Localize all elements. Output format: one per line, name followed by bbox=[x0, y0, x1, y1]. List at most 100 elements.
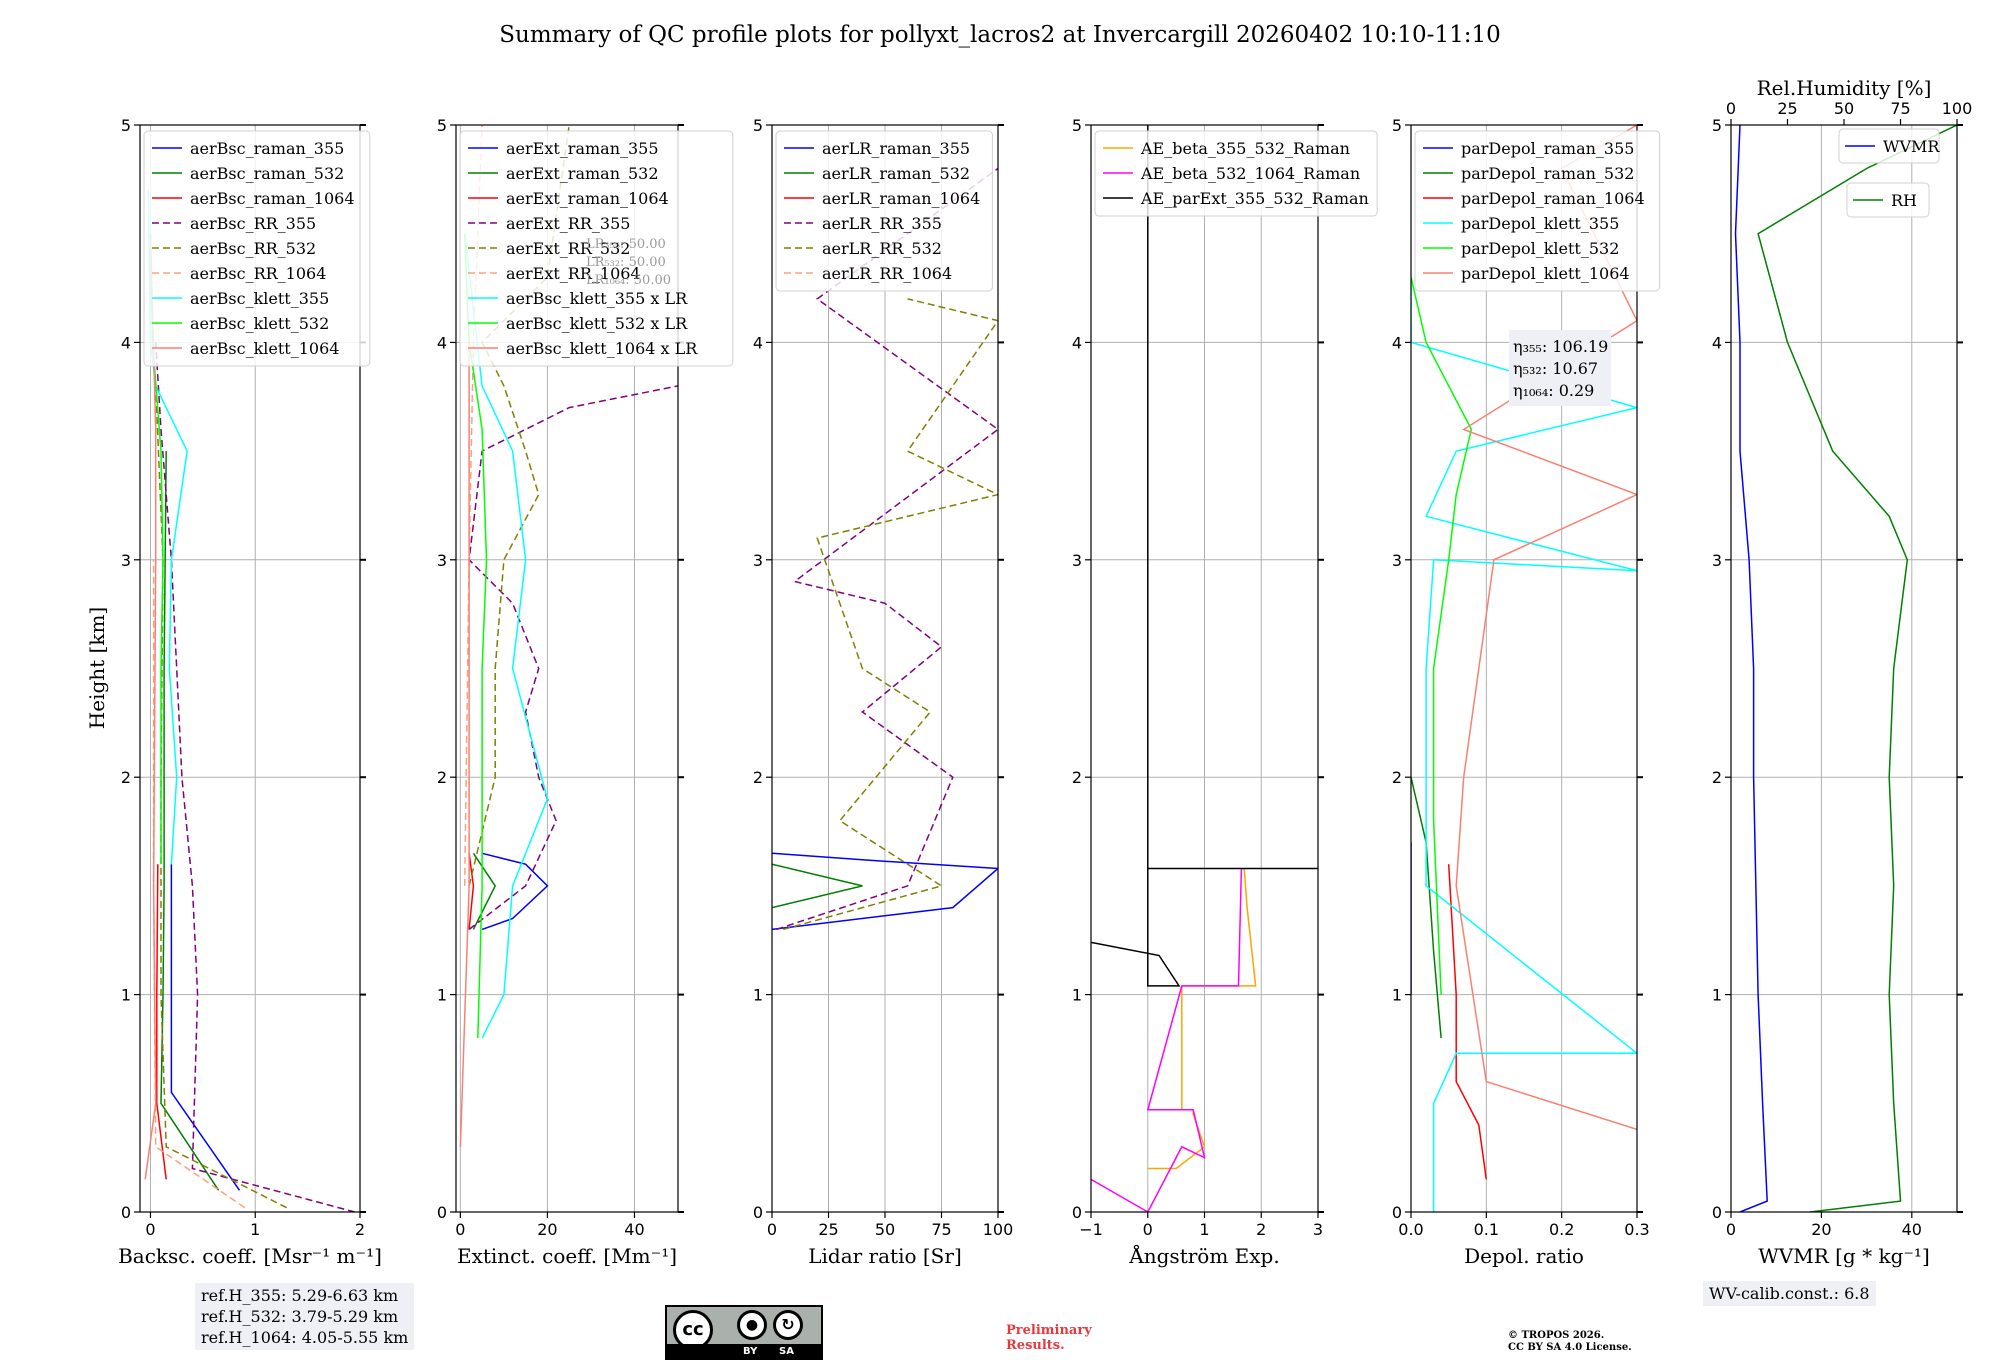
series-line-AE_beta_355_532_Raman bbox=[1147, 868, 1257, 1170]
cc-sa-label: SA bbox=[779, 1346, 794, 1357]
series-line-WVMR bbox=[1734, 125, 1768, 1212]
axes-frame bbox=[139, 124, 361, 1213]
y-tick-label: 1 bbox=[1072, 986, 1082, 1005]
legend-label: parDepol_raman_532 bbox=[1461, 164, 1634, 183]
y-tick-label: 0 bbox=[121, 1203, 131, 1222]
wv-calib-box: WV-calib.const.: 6.8 bbox=[1703, 1281, 1876, 1306]
series-line-aerLR_RR_532 bbox=[783, 298, 998, 931]
legend-box bbox=[459, 130, 734, 367]
y-tick-label: 2 bbox=[437, 768, 447, 787]
legend: aerBsc_raman_355 aerBsc_raman_532 aerBsc_r… bbox=[143, 130, 371, 367]
legend-label: aerBsc_RR_532 bbox=[190, 239, 316, 258]
x-axis-label: WVMR [g * kg⁻¹] bbox=[1758, 1244, 1930, 1268]
x-tick-label: 2 bbox=[355, 1220, 365, 1239]
legend-label: aerExt_RR_355 bbox=[506, 214, 630, 233]
y-tick-label: 1 bbox=[121, 986, 131, 1005]
y-tick-label: 5 bbox=[1392, 116, 1402, 135]
legend-label: aerExt_raman_355 bbox=[506, 139, 659, 158]
x-axis-label: Ångström Exp. bbox=[1128, 1243, 1279, 1268]
y-tick-label: 5 bbox=[753, 116, 763, 135]
axes-frame bbox=[455, 124, 679, 1213]
legend-label: aerBsc_raman_355 bbox=[190, 139, 344, 158]
cc-license-logo: cc ● ↻ BY SA bbox=[665, 1305, 823, 1360]
x-tick-label: 1 bbox=[250, 1220, 260, 1239]
series-line-aerBsc_raman_532 bbox=[160, 451, 220, 1191]
legend-label: aerLR_raman_1064 bbox=[822, 189, 980, 208]
series-line-aerBsc_raman_355 bbox=[170, 864, 241, 1191]
y-tick-label: 4 bbox=[1712, 333, 1722, 352]
cc-by-label: BY bbox=[743, 1346, 758, 1357]
series-line-AE_parExt_355_532_Raman bbox=[1091, 125, 1318, 987]
series-line-aerBsc_klett_1064 bbox=[144, 233, 157, 1180]
x-tick-label: 40 bbox=[624, 1220, 644, 1239]
legend-label: AE_beta_355_532_Raman bbox=[1140, 139, 1350, 158]
x-tick-label: 0 bbox=[455, 1220, 465, 1239]
top-x-tick-label: 0 bbox=[1726, 99, 1736, 118]
legend-label: aerLR_RR_532 bbox=[822, 239, 942, 258]
y-tick-label: 2 bbox=[1392, 768, 1402, 787]
series-line-parDepol_klett_532 bbox=[1411, 277, 1473, 995]
y-tick-label: 3 bbox=[753, 551, 763, 570]
y-tick-label: 3 bbox=[1072, 551, 1082, 570]
legend-label: aerBsc_RR_355 bbox=[190, 214, 316, 233]
top-x-tick-label: 25 bbox=[1777, 99, 1797, 118]
x-tick-label: 25 bbox=[818, 1220, 838, 1239]
legend-label: aerExt_raman_532 bbox=[506, 164, 659, 183]
legend-label: AE_beta_532_1064_Raman bbox=[1140, 164, 1360, 183]
ref-height-532: ref.H_532: 3.79-5.29 km bbox=[201, 1307, 399, 1326]
series-line-aerLR_raman_532 bbox=[772, 863, 863, 909]
legend-label: WVMR bbox=[1883, 137, 1940, 156]
x-tick-label: 20 bbox=[1811, 1220, 1831, 1239]
cc-by-icon: ● bbox=[737, 1310, 767, 1340]
subplot-wv: 0 20 40 0 1 2 3 4 5 WVMR [g * kg⁻¹] 0 25 50 75 100 Rel.… bbox=[1712, 76, 1972, 1268]
y-tick-label: 5 bbox=[121, 116, 131, 135]
series-line-aerExt_raman_1064 bbox=[468, 853, 475, 930]
y-axis-label: Height [km] bbox=[85, 607, 109, 729]
x-tick-label: −1 bbox=[1079, 1220, 1103, 1239]
x-axis-label: Extinct. coeff. [Mm⁻¹] bbox=[457, 1244, 677, 1268]
x-tick-label: 20 bbox=[537, 1220, 557, 1239]
legend-label: aerBsc_klett_1064 x LR bbox=[506, 339, 698, 358]
legend-label: parDepol_klett_355 bbox=[1461, 214, 1619, 233]
preliminary-note: Preliminary Results. bbox=[1006, 1323, 1092, 1353]
legend-label: aerBsc_RR_1064 bbox=[190, 264, 326, 283]
lidar-ratio-note: LR₁₀₆₄: 50.00 bbox=[586, 273, 671, 288]
top-x-tick-label: 100 bbox=[1942, 99, 1973, 118]
x-tick-label: 0 bbox=[1726, 1220, 1736, 1239]
x-tick-label: 0.0 bbox=[1398, 1220, 1423, 1239]
series-line-aerExt_raman_355 bbox=[481, 852, 549, 931]
subplot-bsc: 0 1 2 0 1 2 3 4 5 Backsc. coeff. [Msr⁻¹ m⁻¹] aerBs… bbox=[118, 116, 382, 1268]
top-axis-label: Rel.Humidity [%] bbox=[1757, 76, 1932, 100]
ref-height-355: ref.H_355: 5.29-6.63 km bbox=[201, 1286, 399, 1305]
series-line-aerExt_raman_532 bbox=[472, 852, 497, 930]
y-tick-label: 5 bbox=[1072, 116, 1082, 135]
eta-value: η₃₅₅: 106.19 bbox=[1513, 337, 1608, 356]
top-x-tick-label: 50 bbox=[1834, 99, 1854, 118]
legend-label: aerBsc_raman_532 bbox=[190, 164, 344, 183]
x-axis-label: Backsc. coeff. [Msr⁻¹ m⁻¹] bbox=[118, 1244, 382, 1268]
eta-value: η₁₀₆₄: 0.29 bbox=[1513, 381, 1594, 400]
legend-label: parDepol_raman_1064 bbox=[1461, 189, 1645, 208]
y-tick-label: 2 bbox=[753, 768, 763, 787]
y-tick-label: 5 bbox=[437, 116, 447, 135]
legend-label: aerLR_raman_355 bbox=[822, 139, 970, 158]
series-line-aerBsc_klett_355 x LR bbox=[463, 233, 549, 1039]
y-tick-label: 4 bbox=[437, 333, 447, 352]
x-tick-label: 0 bbox=[145, 1220, 155, 1239]
legend-label: aerBsc_klett_532 bbox=[190, 314, 329, 333]
legend-label: aerLR_raman_532 bbox=[822, 164, 970, 183]
series-line-aerLR_raman_355 bbox=[772, 852, 998, 931]
y-tick-label: 4 bbox=[1072, 333, 1082, 352]
y-tick-label: 3 bbox=[437, 551, 447, 570]
x-tick-label: 2 bbox=[1256, 1220, 1266, 1239]
legend-label: parDepol_klett_1064 bbox=[1461, 264, 1630, 283]
figure-title: Summary of QC profile plots for pollyxt_… bbox=[499, 22, 1501, 48]
x-axis-label: Depol. ratio bbox=[1464, 1244, 1584, 1268]
y-tick-label: 2 bbox=[1712, 768, 1722, 787]
legend: aerLR_raman_355 aerLR_raman_532 aerLR_rama… bbox=[775, 130, 993, 292]
x-tick-label: 0 bbox=[767, 1220, 777, 1239]
axes-frame bbox=[1730, 124, 1958, 1213]
y-tick-label: 1 bbox=[437, 986, 447, 1005]
series-line-aerBsc_klett_1064 x LR bbox=[459, 342, 470, 1147]
